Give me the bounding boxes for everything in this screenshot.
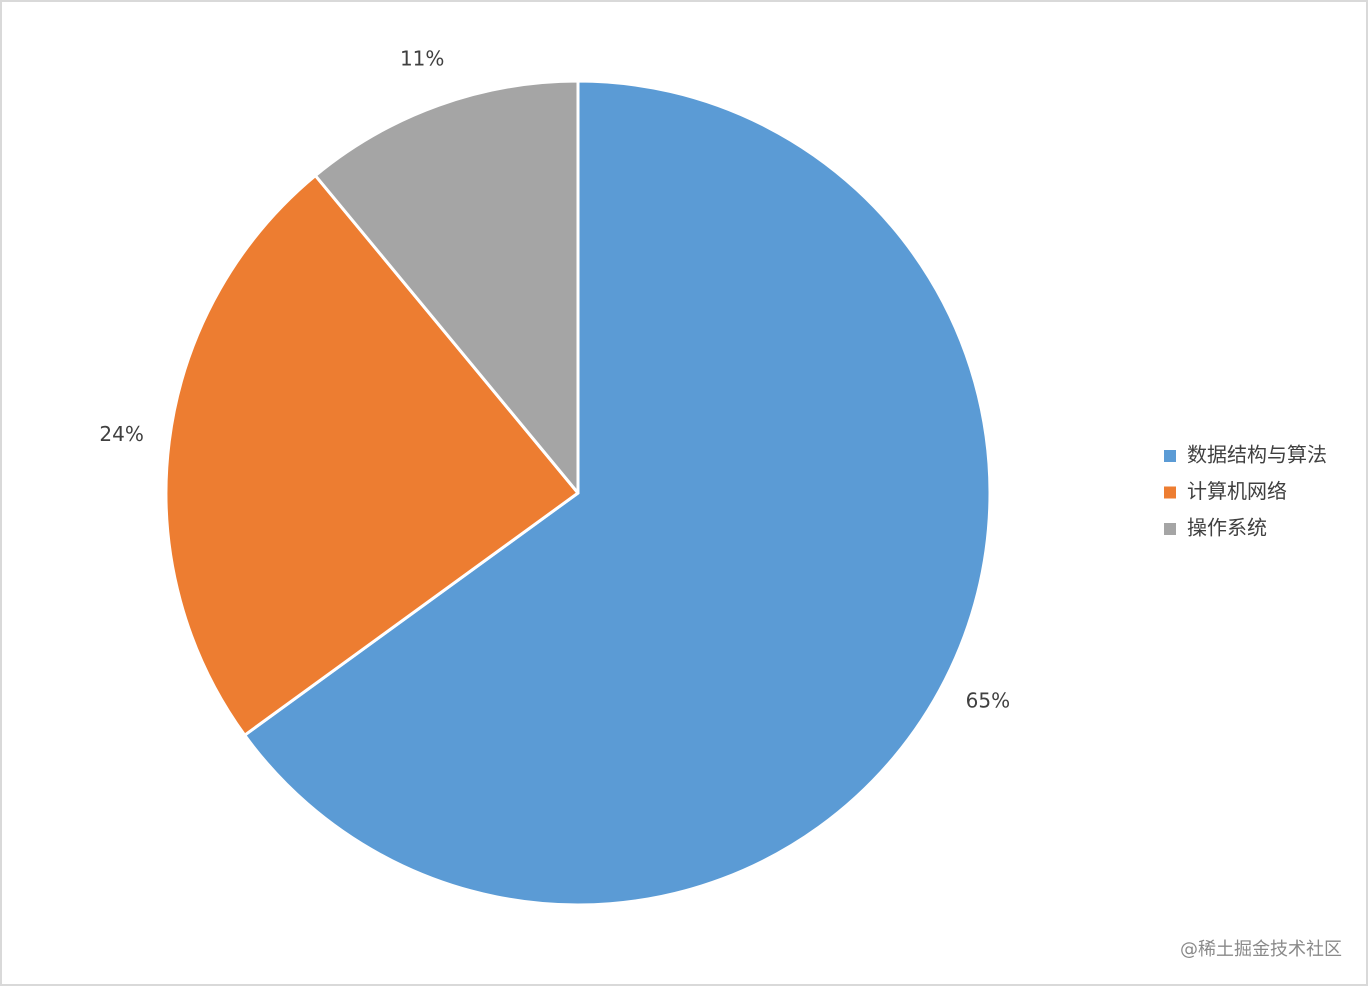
data-label: 65% (966, 688, 1010, 712)
pie-slice (313, 79, 580, 495)
data-label: 24% (99, 422, 143, 446)
data-label: 11% (400, 47, 444, 71)
watermark: @稀土掘金技术社区 (1180, 939, 1342, 960)
legend-label: 数据结构与算法 (1187, 443, 1327, 467)
pie-slice (243, 79, 992, 907)
pie-slice (164, 174, 580, 737)
legend-swatch (1164, 523, 1176, 535)
legend-label: 操作系统 (1187, 516, 1267, 540)
legend-swatch (1164, 450, 1176, 462)
legend-label: 计算机网络 (1187, 479, 1287, 503)
legend-swatch (1164, 486, 1176, 499)
